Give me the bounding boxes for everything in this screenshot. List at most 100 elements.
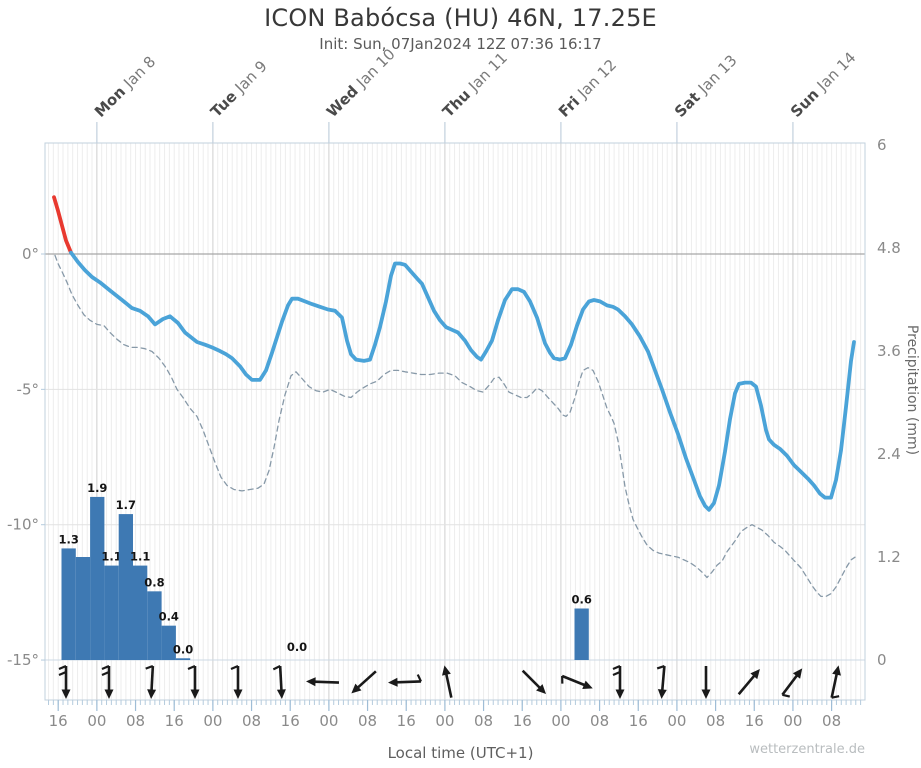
wind-arrow-shaft	[830, 669, 839, 698]
wind-arrow-barb	[187, 664, 196, 671]
wind-arrow-shaft	[561, 674, 589, 688]
x-axis-tick-label: 08	[590, 712, 609, 730]
wind-arrow-shaft	[660, 665, 666, 695]
right-axis-tick-label: 1.2	[877, 548, 901, 566]
precip-bar	[104, 565, 119, 660]
wind-arrow-head	[61, 689, 71, 699]
wind-arrow-head	[701, 689, 711, 699]
right-axis-tick-label: 2.4	[877, 445, 901, 463]
x-axis-tick-label: 08	[358, 712, 377, 730]
x-axis-tick-label: 16	[745, 712, 764, 730]
frame-layer	[44, 122, 866, 711]
precip-bar	[175, 658, 191, 660]
wind-arrow-shaft	[150, 665, 155, 695]
right-axis-tick-label: 6	[877, 136, 887, 154]
wind-arrow	[388, 674, 422, 687]
x-axis-tick-label: 08	[126, 712, 145, 730]
wind-arrow-head	[750, 668, 760, 680]
wind-arrow-shaft	[781, 671, 801, 696]
precip-bar-label: 0.0	[173, 642, 193, 656]
left-axis-tick-label: 0°	[22, 245, 39, 263]
wind-arrow-head	[442, 665, 451, 676]
wind-arrow-head	[190, 689, 200, 699]
wind-arrow	[737, 668, 760, 696]
day-labels-layer: Mon Jan 8 Tue Jan 9 Wed Jan 10 Thu Jan 11 Fr…	[91, 45, 859, 121]
wind-arrow-head	[832, 665, 841, 676]
wind-arrow-head	[147, 689, 157, 699]
wind-arrows-layer	[58, 664, 841, 699]
temperature-line-above-zero	[52, 195, 73, 255]
wind-arrow-barb	[831, 695, 840, 699]
wind-arrow	[521, 669, 547, 695]
dewpoint-line	[54, 254, 856, 598]
x-axis-tick-label: 00	[551, 712, 570, 730]
wind-arrow-shaft	[737, 671, 758, 696]
wind-arrow-barb	[145, 664, 154, 670]
wind-arrow-barb	[101, 670, 110, 677]
wind-arrow-shaft	[392, 680, 422, 684]
wind-arrow-shaft	[310, 680, 340, 684]
x-axis-tick-label: 16	[49, 712, 68, 730]
precip-bar-label: 1.7	[116, 498, 136, 512]
chart-subtitle: Init: Sun, 07Jan2024 12Z 07:36 16:17	[319, 35, 602, 53]
left-axis-tick-label: -15°	[7, 651, 39, 669]
precip-bar-label: 1.1	[130, 550, 150, 564]
wind-arrow-shaft	[354, 670, 377, 691]
wind-arrow	[442, 665, 453, 698]
day-label: Sat Jan 13	[671, 51, 741, 121]
wind-arrow-head	[276, 689, 286, 699]
wind-arrow-barb	[782, 693, 791, 698]
wind-arrow-barb	[612, 664, 621, 671]
wind-arrow-head	[792, 668, 803, 679]
wind-arrow-head	[104, 689, 114, 699]
precip-bar-label: 1.3	[58, 532, 78, 546]
precip-bar	[118, 514, 133, 660]
wind-arrow-barb	[101, 664, 110, 671]
day-label: Mon Jan 8	[91, 53, 159, 121]
wind-arrow-barb	[612, 670, 621, 677]
day-label: Thu Jan 11	[439, 49, 511, 121]
precip-bar-label: 0.6	[571, 593, 591, 607]
axis-labels-layer: 0° -5° -10° -15° 6 4.8 3.6 2.4 1.2 0 Precipitation…	[7, 136, 920, 730]
precip-bar	[161, 625, 176, 660]
x-axis-tick-label: 08	[242, 712, 261, 730]
day-label: Fri Jan 12	[555, 56, 620, 121]
x-axis-tick-label: 16	[629, 712, 648, 730]
x-axis-title: Local time (UTC+1)	[387, 744, 534, 762]
wind-arrow-head	[657, 689, 667, 699]
wind-arrow-barb	[656, 665, 665, 670]
left-axis-tick-label: -10°	[7, 516, 39, 534]
precip-bar-label: 0.8	[144, 575, 164, 589]
precip-bar	[75, 557, 91, 660]
x-axis-tick-label: 00	[783, 712, 802, 730]
wind-arrow-head	[306, 677, 316, 687]
x-axis-tick-label: 16	[281, 712, 300, 730]
right-axis-title: Precipitation (mm)	[904, 325, 920, 455]
temperature-lines-layer	[52, 195, 856, 598]
day-label: Tue Jan 9	[207, 57, 271, 121]
wind-arrow	[230, 664, 243, 699]
temperature-line	[69, 250, 856, 512]
day-label: Wed Jan 10	[323, 45, 399, 121]
wind-arrow-barb	[561, 675, 564, 684]
wind-arrow-barb	[272, 665, 281, 671]
chart-header: ICON Babócsa (HU) 46N, 17.25E Init: Sun,…	[0, 4, 921, 53]
wind-arrow	[187, 664, 200, 699]
wind-arrow	[272, 665, 286, 699]
precip-bar-label: 1.1	[101, 550, 121, 564]
wind-arrow	[781, 668, 803, 698]
day-label: Sun Jan 14	[787, 48, 859, 120]
precip-bar	[133, 565, 148, 660]
wind-arrow-barb	[58, 670, 67, 677]
wind-arrow	[561, 674, 593, 689]
right-axis-tick-label: 4.8	[877, 239, 901, 257]
precip-bar	[574, 608, 589, 660]
precip-zero-label: 0.0	[287, 640, 307, 654]
wind-arrow	[145, 664, 157, 699]
x-axis-tick-label: 00	[319, 712, 338, 730]
wind-arrow-barb	[416, 674, 422, 682]
wind-arrow-shaft	[521, 669, 544, 692]
precip-bar	[147, 591, 162, 660]
